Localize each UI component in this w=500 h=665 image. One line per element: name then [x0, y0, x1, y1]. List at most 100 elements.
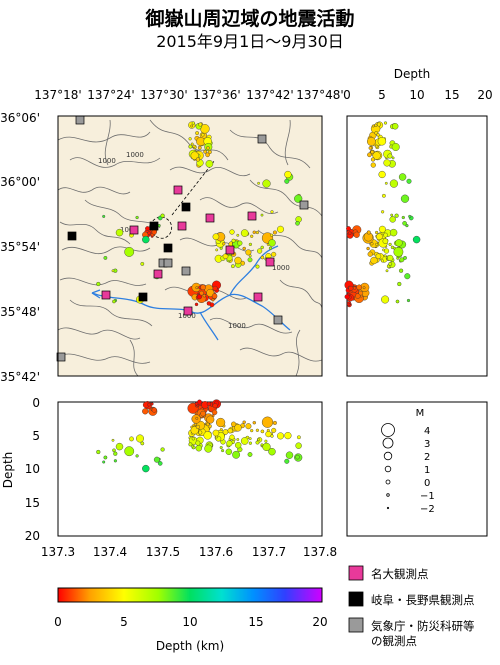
earthquake-marker — [382, 248, 385, 252]
bottom-section-ylabel: Depth — [1, 452, 15, 489]
earthquake-marker — [111, 269, 115, 273]
earthquake-marker — [140, 261, 145, 266]
earthquake-marker — [229, 229, 235, 235]
earthquake-marker — [262, 442, 271, 452]
earthquake-marker — [268, 246, 273, 250]
earthquake-marker — [205, 159, 214, 168]
earthquake-marker — [383, 121, 388, 125]
earthquake-marker — [383, 248, 390, 254]
lat-tick-labels: 36°06' 36°00' 35°54' 35°48' 35°42' — [0, 111, 40, 384]
earthquake-marker — [412, 235, 421, 244]
earthquake-marker — [376, 133, 380, 137]
earthquake-marker — [222, 253, 229, 260]
earthquake-marker — [219, 246, 223, 250]
magnitude-symbol — [381, 423, 395, 437]
earthquake-marker — [383, 232, 388, 238]
earthquake-marker — [376, 233, 383, 240]
earthquake-marker — [205, 152, 210, 158]
earthquake-marker — [397, 281, 402, 287]
earthquake-marker — [248, 254, 252, 258]
earthquake-marker — [115, 442, 124, 451]
earthquake-marker — [260, 255, 265, 260]
earthquake-marker — [153, 456, 160, 463]
lon-decimal-tick-label: 137.5 — [146, 545, 180, 559]
earthquake-marker — [211, 293, 218, 299]
lon-decimal-tick-label: 137.7 — [252, 545, 286, 559]
earthquake-marker — [268, 448, 276, 456]
earthquake-marker — [188, 137, 192, 141]
earthquake-marker — [378, 170, 386, 179]
earthquake-marker — [406, 298, 411, 303]
legend-swatch-jma-nied — [348, 617, 364, 633]
earthquake-marker — [199, 290, 204, 296]
station-marker — [299, 200, 309, 210]
side-tick-label: 10 — [409, 88, 424, 102]
earthquake-marker — [383, 254, 387, 258]
earthquake-marker — [384, 181, 388, 185]
earthquake-marker — [212, 285, 218, 291]
earthquake-marker — [346, 226, 351, 232]
lat-tick-label: 35°54' — [0, 240, 40, 254]
earthquake-marker — [262, 179, 271, 188]
earthquake-marker — [255, 428, 259, 432]
station-marker — [181, 266, 191, 276]
earthquake-marker — [142, 235, 150, 244]
earthquake-marker — [375, 242, 379, 246]
lon-tick-label: 137°36' — [193, 88, 240, 102]
earthquake-marker — [389, 179, 399, 188]
earthquake-marker — [270, 233, 274, 237]
station-marker — [177, 221, 187, 231]
earthquake-marker — [195, 445, 203, 452]
lon-tick-labels: 137°18' 137°24' 137°30' 137°36' 137°42' … — [34, 88, 343, 102]
earthquake-marker — [378, 225, 386, 233]
station-marker — [56, 352, 66, 362]
earthquake-marker — [389, 228, 398, 237]
earthquake-marker — [388, 242, 392, 246]
earthquake-marker — [399, 257, 405, 263]
magnitude-legend-title: M — [416, 408, 425, 419]
earthquake-marker — [271, 427, 277, 433]
earthquake-marker — [200, 410, 206, 417]
colorbar-ticks: 0 5 10 15 20 — [54, 615, 327, 629]
depth-tick-label: 5 — [32, 429, 40, 443]
station-marker — [67, 231, 77, 241]
side-tick-label: 5 — [378, 88, 386, 102]
earthquake-marker — [151, 407, 157, 413]
earthquake-marker — [375, 230, 379, 235]
earthquake-marker — [401, 215, 405, 220]
earthquake-marker — [145, 226, 150, 232]
contour-label: 1000 — [98, 157, 116, 165]
earthquake-marker — [207, 149, 212, 154]
earthquake-marker — [212, 233, 220, 240]
magnitude-symbol — [382, 437, 394, 449]
earthquake-marker — [200, 284, 206, 291]
earthquake-marker — [268, 239, 276, 247]
earthquake-marker — [222, 242, 226, 246]
side-tick-label: 20 — [477, 88, 492, 102]
earthquake-marker — [112, 448, 116, 453]
bottom-section-frame — [57, 401, 323, 537]
earthquake-marker — [285, 451, 294, 459]
earthquake-marker — [284, 178, 290, 184]
earthquake-marker — [348, 285, 354, 291]
earthquake-marker — [230, 264, 235, 269]
earthquake-marker — [115, 228, 124, 237]
earthquake-marker — [225, 448, 233, 455]
earthquake-marker — [111, 438, 115, 442]
earthquake-marker — [352, 286, 357, 290]
earthquake-marker — [395, 239, 403, 247]
earthquake-marker — [353, 231, 360, 238]
depth-tick-label: 10 — [25, 462, 40, 476]
earthquake-marker — [252, 230, 257, 235]
earthquake-marker — [362, 286, 366, 290]
earthquake-marker — [242, 420, 246, 424]
earthquake-marker — [370, 162, 376, 168]
earthquake-marker — [398, 173, 407, 181]
magnitude-label: 1 — [424, 465, 430, 476]
earthquake-marker — [247, 257, 253, 263]
colorbar-tick-label: 20 — [312, 615, 327, 629]
fault-line — [171, 159, 216, 216]
lon-tick-label: 137°30' — [140, 88, 187, 102]
earthquake-marker — [194, 302, 199, 307]
contour-label: 1000 — [126, 151, 144, 159]
